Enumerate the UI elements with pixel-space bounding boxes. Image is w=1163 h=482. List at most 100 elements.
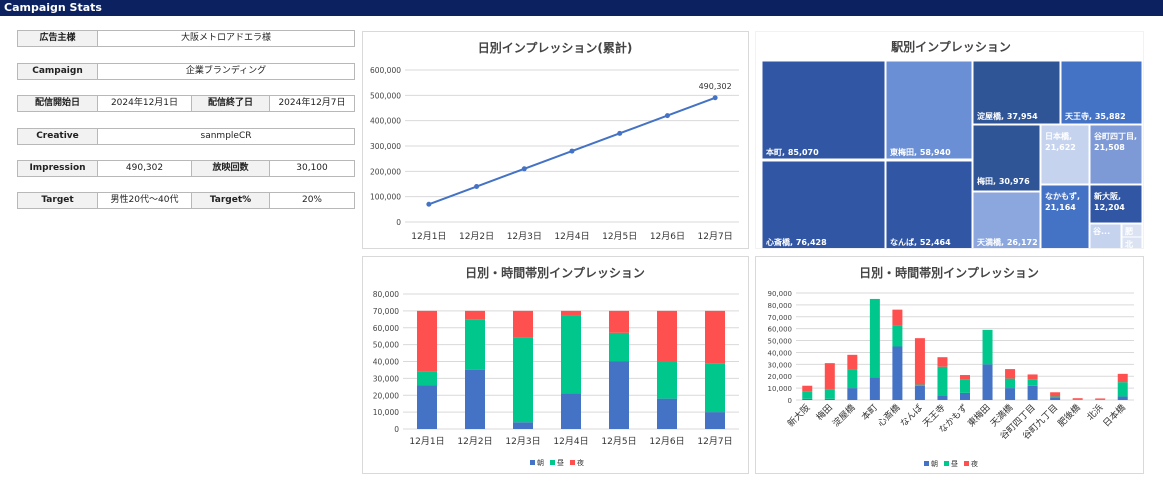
- treemap-label: 肥: [1125, 226, 1133, 236]
- end-value: 2024年12月7日: [270, 95, 355, 112]
- y-tick-label: 10,000: [768, 385, 793, 393]
- creative-value: sanmpleCR: [98, 128, 355, 145]
- data-point: [426, 201, 432, 207]
- y-tick-label: 80,000: [373, 290, 399, 299]
- x-tick-label: 日本橋: [1100, 402, 1128, 430]
- campaign-value: 企業ブランディング: [98, 63, 355, 80]
- bar-segment: [561, 315, 581, 394]
- creative-label: Creative: [17, 128, 98, 145]
- bar-segment: [937, 395, 948, 400]
- chart-title: 日別・時間帯別インプレッション: [859, 265, 1039, 280]
- bar-segment: [513, 337, 533, 423]
- treemap-label: 天満橋, 26,172: [977, 237, 1038, 247]
- y-tick-label: 60,000: [768, 326, 793, 334]
- y-tick-label: 30,000: [768, 361, 793, 369]
- y-tick-label: 50,000: [373, 341, 399, 350]
- chart-title: 駅別インプレッション: [890, 39, 1011, 54]
- data-point: [617, 130, 623, 136]
- impression-label: Impression: [17, 160, 98, 177]
- plays-value: 30,100: [270, 160, 355, 177]
- treemap-label: なかもず,: [1045, 191, 1080, 201]
- station-stacked-bar-chart: 日別・時間帯別インプレッション 0 10,000 20,000 30,000 40,00…: [755, 256, 1144, 474]
- x-tick-label: 12月3日: [505, 436, 540, 447]
- treemap-tile: [885, 60, 973, 160]
- x-tick-label: 12月1日: [409, 436, 444, 447]
- bar-segment: [802, 398, 813, 400]
- cumulative-line-chart: 日別インプレッション(累計) 0 100,000 200,000 300,000 400…: [362, 31, 749, 249]
- bar-segment: [1005, 378, 1016, 389]
- x-tick-label: 12月5日: [602, 231, 637, 242]
- bar-segment: [561, 393, 581, 429]
- x-tick-label: 12月7日: [697, 436, 732, 447]
- bar-segment: [869, 377, 880, 400]
- daily-stacked-bar-svg: 日別・時間帯別インプレッション 0 10,000 20,000 30,000 40,00…: [373, 265, 739, 467]
- bar-segment: [513, 422, 533, 429]
- x-tick-label: 12月2日: [457, 436, 492, 447]
- y-tick-label: 60,000: [373, 324, 399, 333]
- bar-segment: [1005, 369, 1016, 379]
- y-tick-label: 70,000: [373, 307, 399, 316]
- treemap-tile: [1040, 184, 1090, 251]
- y-tick-label: 50,000: [768, 338, 793, 346]
- x-tick-label: 12月6日: [649, 436, 684, 447]
- y-tick-label: 20,000: [768, 373, 793, 381]
- bar-segment: [417, 385, 437, 429]
- bar-segment: [960, 379, 970, 393]
- legend-label: 昼: [557, 459, 564, 467]
- chart-title: 日別・時間帯別インプレッション: [465, 265, 645, 280]
- y-tick-label: 80,000: [768, 302, 793, 310]
- y-tick-label: 300,000: [370, 142, 401, 151]
- y-tick-label: 90,000: [768, 290, 793, 298]
- target-pct-label: Target%: [192, 192, 270, 209]
- data-point: [569, 148, 575, 154]
- bar-segment: [937, 357, 948, 367]
- legend-label: 昼: [951, 460, 958, 468]
- treemap-value: 21,622: [1045, 143, 1076, 152]
- legend-swatch: [550, 460, 555, 465]
- x-tick-label: 肥後橋: [1055, 402, 1083, 430]
- treemap-label: 谷町四丁目,: [1093, 131, 1137, 141]
- x-tick-label: 12月5日: [601, 436, 636, 447]
- bar-segment: [705, 363, 725, 413]
- treemap-label: なんば, 52,464: [890, 237, 951, 247]
- station-treemap: 駅別インプレッション 本町, 85,070 心斎橋, 76,428 東梅田, 58,…: [755, 31, 1144, 251]
- x-tick-label: 新大阪: [785, 402, 813, 430]
- x-tick-label: 12月6日: [650, 231, 685, 242]
- data-point: [712, 95, 718, 101]
- bar-segment: [513, 310, 533, 338]
- bar-segment: [869, 298, 880, 378]
- bar-segment: [1005, 388, 1016, 400]
- advertiser-label: 広告主様: [17, 30, 98, 47]
- plays-label: 放映回数: [192, 160, 270, 177]
- campaign-label: Campaign: [17, 63, 98, 80]
- bar-segment: [1027, 379, 1038, 386]
- treemap-tile: [1089, 124, 1143, 185]
- treemap-tile: [761, 160, 886, 251]
- x-tick-label: なんば: [898, 402, 925, 429]
- info-row-impression: Impression 490,302 放映回数 30,100: [17, 160, 355, 177]
- bar-segment: [657, 398, 677, 429]
- treemap-tile: [972, 124, 1041, 192]
- data-point: [474, 184, 480, 190]
- y-tick-label: 40,000: [768, 349, 793, 357]
- x-tick-label: 東梅田: [965, 402, 993, 430]
- x-tick-label: 12月3日: [507, 231, 542, 242]
- target-value: 男性20代～40代: [98, 192, 192, 209]
- bar-segment: [847, 354, 858, 370]
- treemap-tile: [1060, 60, 1143, 125]
- info-row-campaign: Campaign 企業ブランディング: [17, 63, 355, 80]
- daily-stacked-bar-chart: 日別・時間帯別インプレッション 0 10,000 20,000 30,000 40,00…: [362, 256, 749, 474]
- treemap-tile: [761, 60, 886, 160]
- x-tick-label: 12月4日: [553, 436, 588, 447]
- treemap-tile: [972, 191, 1041, 251]
- y-tick-label: 10,000: [373, 408, 399, 417]
- bar-segment: [1050, 397, 1061, 400]
- bar-segment: [657, 310, 677, 362]
- treemap-label: 新大阪,: [1094, 191, 1121, 201]
- y-tick-label: 200,000: [370, 167, 401, 176]
- chart-title: 日別インプレッション(累計): [478, 40, 633, 55]
- bar-segment: [824, 398, 835, 400]
- treemap-value: 21,164: [1045, 203, 1076, 212]
- treemap-tile: [1040, 124, 1090, 185]
- station-treemap-svg: 駅別インプレッション 本町, 85,070 心斎橋, 76,428 東梅田, 58,…: [761, 39, 1143, 251]
